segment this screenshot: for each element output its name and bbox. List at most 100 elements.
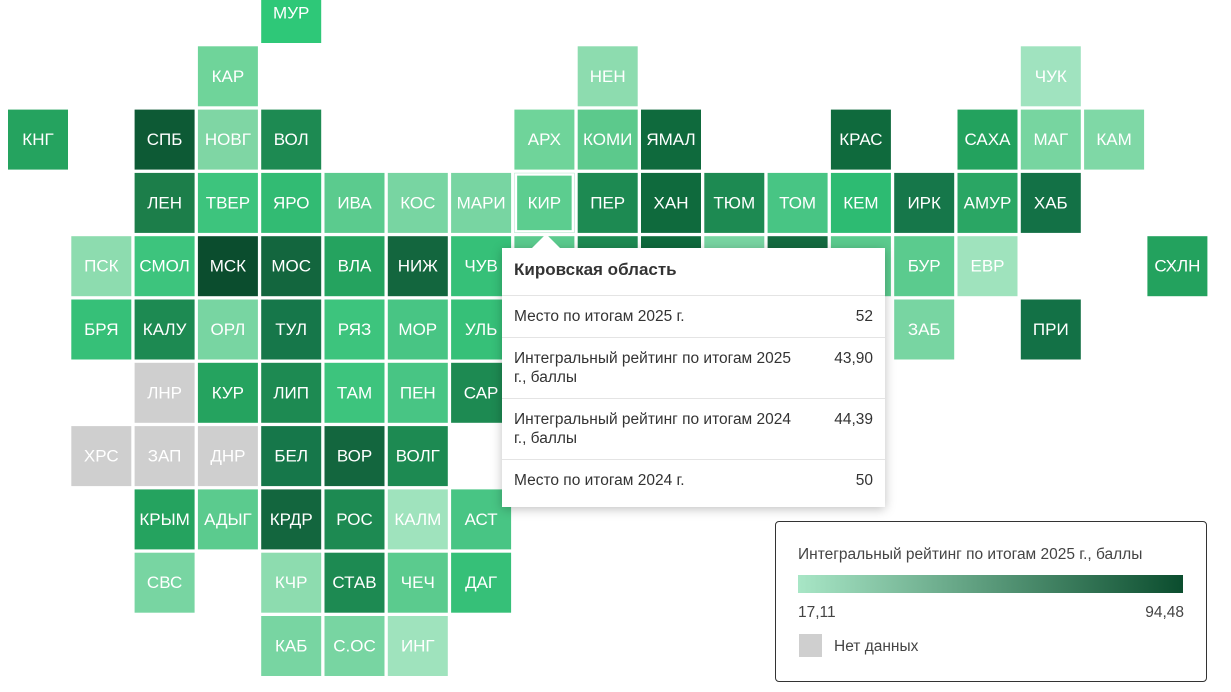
region-tile	[577, 109, 638, 170]
region-label: КИР	[528, 193, 561, 212]
region-tile	[324, 362, 385, 423]
region-tile	[8, 109, 68, 170]
tooltip-row: Интегральный рейтинг по итогам 2025 г., …	[502, 338, 885, 399]
region-label: ВОЛГ	[396, 447, 440, 466]
tooltip-value: 52	[855, 308, 873, 325]
region-label: КЕМ	[843, 193, 878, 212]
region-tile	[197, 426, 258, 487]
region-tile	[134, 426, 195, 487]
selected-outline	[514, 173, 575, 233]
region-tile	[957, 172, 1018, 233]
region-label: ЗАП	[148, 447, 182, 466]
region-tile	[957, 109, 1018, 170]
region-label: СТАВ	[332, 573, 376, 592]
region-tile	[387, 172, 448, 233]
region-tile	[1147, 236, 1208, 297]
region-label: ДАГ	[465, 573, 497, 592]
region-label: МСК	[210, 257, 246, 276]
region-label: КРАС	[839, 130, 882, 149]
region-label: ЧУВ	[464, 257, 497, 276]
region-tile	[514, 109, 575, 170]
tooltip-value: 44,39	[834, 411, 873, 428]
region-label: ПЕН	[400, 383, 436, 402]
region-tile	[71, 236, 132, 297]
legend-min: 17,11	[798, 604, 836, 621]
region-label: ПСК	[84, 257, 118, 276]
region-tile	[387, 426, 448, 487]
region-tile	[830, 172, 891, 233]
region-tile	[261, 299, 322, 360]
region-label: КЧР	[275, 573, 308, 592]
region-label: БРЯ	[84, 320, 118, 339]
legend-title: Интегральный рейтинг по итогам 2025 г., …	[798, 546, 1143, 563]
region-tile	[451, 236, 512, 297]
region-tile	[324, 552, 385, 613]
tooltip-title: Кировская область	[502, 248, 885, 296]
region-label: НОВГ	[205, 130, 251, 149]
region-label: ХАБ	[1034, 193, 1068, 212]
region-label: КРДР	[270, 510, 313, 529]
region-label: БЕЛ	[274, 447, 308, 466]
region-tile	[71, 299, 132, 360]
region-tile	[894, 299, 955, 360]
region-label: ХАН	[654, 193, 689, 212]
region-label: ХРС	[84, 447, 119, 466]
region-tile	[1020, 172, 1081, 233]
region-tile	[451, 489, 512, 550]
tooltip-value: 50	[855, 472, 873, 489]
region-label: КОМИ	[583, 130, 632, 149]
region-label: АДЫГ	[204, 510, 252, 529]
region-label: ЧЕЧ	[401, 573, 435, 592]
region-tile	[261, 426, 322, 487]
no-data-label: Нет данных	[834, 638, 919, 655]
tooltip-row: Место по итогам 2025 г. 52	[502, 296, 885, 338]
region-tile	[134, 362, 195, 423]
region-tile	[197, 236, 258, 297]
region-tile	[261, 616, 322, 676]
region-tile	[641, 109, 701, 170]
region-label: ЯМАЛ	[646, 130, 695, 149]
region-label: ЗАБ	[908, 320, 941, 339]
region-label: С.ОС	[333, 636, 376, 655]
region-tile	[957, 236, 1018, 297]
region-tile	[261, 0, 322, 43]
region-label: ЛИП	[273, 383, 309, 402]
region-tile	[387, 552, 448, 613]
region-label: КАЛМ	[394, 510, 441, 529]
region-label: СПБ	[147, 130, 183, 149]
region-label: АСТ	[465, 510, 498, 529]
region-tile	[704, 172, 765, 233]
tooltip-row: Интегральный рейтинг по итогам 2024 г., …	[502, 399, 885, 460]
legend-max: 94,48	[1145, 604, 1184, 621]
region-label: МУР	[273, 3, 309, 22]
region-tile	[134, 172, 195, 233]
region-label: АРХ	[528, 130, 561, 149]
region-tile	[134, 236, 195, 297]
region-label: КРЫМ	[139, 510, 189, 529]
region-tile	[261, 552, 322, 613]
region-label: СВС	[147, 573, 182, 592]
region-label: ИРК	[907, 193, 941, 212]
region-label: УЛЬ	[465, 320, 498, 339]
region-tile	[1020, 109, 1081, 170]
tooltip-label: Место по итогам 2025 г.	[514, 308, 685, 325]
region-label: ЕВР	[970, 257, 1004, 276]
region-label: ЛНР	[147, 383, 182, 402]
region-tile	[1084, 109, 1145, 170]
region-tile	[1020, 299, 1081, 360]
region-label: ПРИ	[1033, 320, 1069, 339]
region-label: СХЛН	[1154, 257, 1200, 276]
region-tile	[197, 109, 258, 170]
region-tile	[894, 172, 955, 233]
region-label: МАРИ	[457, 193, 506, 212]
region-tile	[197, 362, 258, 423]
region-label: РЯЗ	[338, 320, 372, 339]
region-tile	[71, 426, 132, 487]
region-tile	[387, 362, 448, 423]
region-tile	[387, 489, 448, 550]
region-tile	[324, 489, 385, 550]
legend: Интегральный рейтинг по итогам 2025 г., …	[775, 521, 1207, 682]
region-label: ЧУК	[1035, 67, 1067, 86]
